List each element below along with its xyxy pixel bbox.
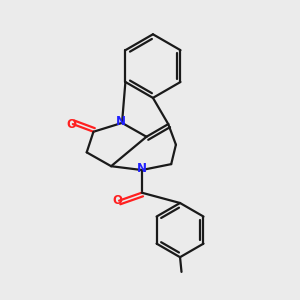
Text: N: N — [137, 162, 147, 175]
Text: O: O — [112, 194, 122, 207]
Text: O: O — [66, 118, 76, 130]
Text: N: N — [116, 115, 126, 128]
